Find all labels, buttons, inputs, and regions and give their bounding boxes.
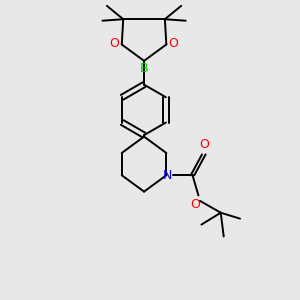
Text: O: O: [190, 198, 200, 212]
Text: O: O: [169, 38, 178, 50]
Text: O: O: [199, 139, 209, 152]
Text: N: N: [162, 169, 172, 182]
Text: B: B: [140, 62, 148, 75]
Text: O: O: [110, 38, 119, 50]
